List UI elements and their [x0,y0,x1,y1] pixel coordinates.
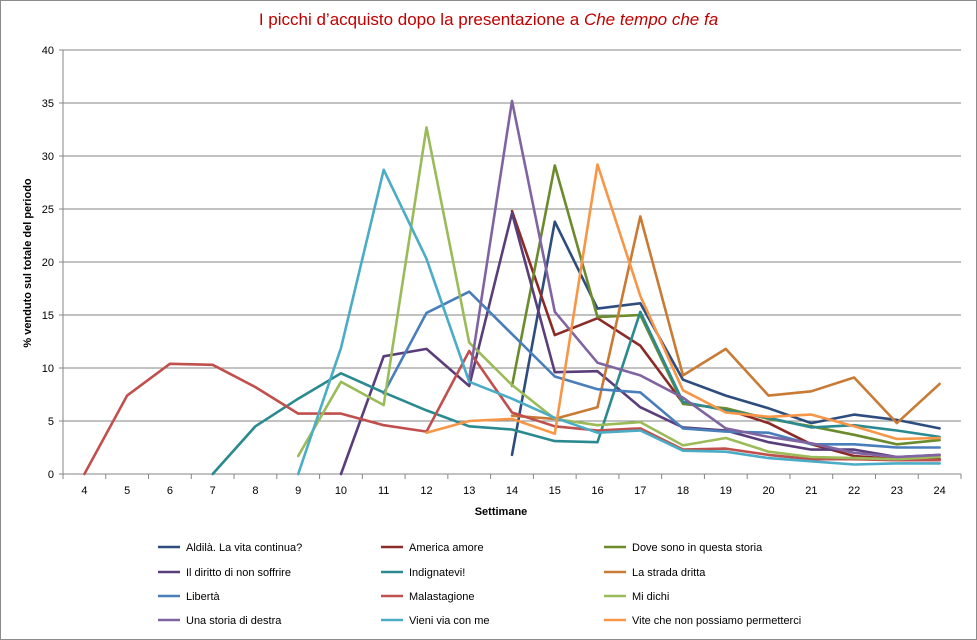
y-tick-label: 0 [48,469,54,481]
x-tick-label: 7 [210,485,216,497]
x-tick-label: 12 [420,485,432,497]
legend-label: Vieni via con me [409,615,490,627]
series-line [510,215,941,425]
x-axis-ticks: 4 5 6 7 8 9 10 11 12 13 14 15 16 17 18 19 20 21 22 23 24 [62,474,962,497]
x-tick-label: 9 [295,485,301,497]
x-tick-label: 17 [634,485,646,497]
y-tick-label: 10 [42,363,54,375]
x-tick-label: 8 [252,485,258,497]
legend-label: Aldilà. La vita continua? [186,542,302,554]
legend-label: Mi dichi [632,591,669,603]
x-tick-label: 16 [591,485,603,497]
x-tick-label: 10 [335,485,347,497]
series-line [510,164,941,446]
y-tick-label: 35 [42,98,54,110]
y-tick-label: 15 [42,310,54,322]
x-tick-label: 19 [720,485,732,497]
x-tick-label: 23 [891,485,903,497]
x-tick-label: 14 [506,485,518,497]
legend-label: Libertà [186,591,221,603]
x-tick-label: 22 [848,485,860,497]
legend-label: Una storia di destra [186,615,282,627]
y-tick-label: 20 [42,257,54,269]
x-tick-label: 5 [124,485,130,497]
legend-label: La strada dritta [632,567,706,579]
legend-label: Dove sono in questa storia [632,542,763,554]
series-lines [83,99,941,476]
x-tick-label: 11 [378,485,389,497]
y-axis-ticks: 0 5 10 15 20 25 30 35 40 [42,45,63,481]
x-tick-label: 13 [463,485,475,497]
x-tick-label: 21 [805,485,817,497]
y-tick-label: 40 [42,45,54,57]
gridlines [63,49,961,422]
series-line [425,163,941,441]
legend-label: America amore [409,542,484,554]
legend: Aldilà. La vita continua? America amore Do… [158,542,801,627]
y-axis-title: % venduto sul totale del periodo [22,178,34,348]
x-tick-label: 24 [933,485,945,497]
legend-label: Vite che non possiamo permetterci [632,615,801,627]
chart-title-text: I picchi d’acquisto dopo la presentazion… [258,10,584,29]
series-line [211,310,941,476]
chart-title: I picchi d’acquisto dopo la presentazion… [0,10,977,30]
y-tick-label: 25 [42,204,54,216]
chart-title-italic: Che tempo che fa [583,10,719,29]
series-line [296,168,941,476]
series-line [296,126,941,461]
x-tick-label: 18 [677,485,689,497]
x-tick-label: 6 [167,485,173,497]
x-tick-label: 20 [762,485,774,497]
series-line [382,290,941,449]
series-line [467,99,941,459]
x-axis-title: Settimane [475,506,528,518]
series-line [510,220,941,457]
legend-label: Il diritto di non soffrire [186,567,291,579]
y-tick-label: 30 [42,151,54,163]
x-tick-label: 15 [549,485,561,497]
legend-label: Indignatevi! [409,567,465,579]
legend-label: Malastagione [409,591,474,603]
series-line [83,349,941,476]
x-tick-label: 4 [81,485,87,497]
y-tick-label: 5 [48,416,54,428]
